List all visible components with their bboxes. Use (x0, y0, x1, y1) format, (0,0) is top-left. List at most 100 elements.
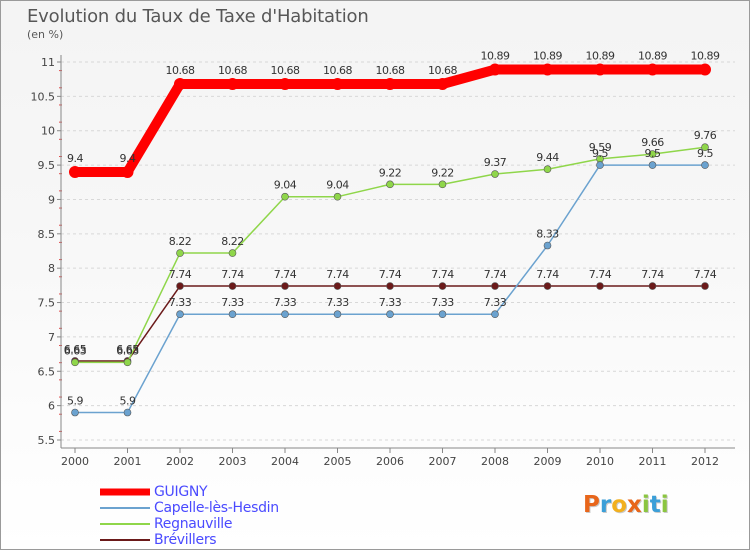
y-tick-label: 6 (48, 400, 55, 413)
data-label-guigny: 10.68 (271, 64, 300, 77)
logo-letter: t (649, 492, 661, 518)
x-tick-label: 2012 (691, 455, 719, 468)
data-label-regnauville: 9.66 (641, 136, 664, 149)
data-label-guigny: 10.89 (691, 50, 720, 63)
legend-label: GUIGNY (154, 484, 208, 500)
data-label-br-villers: 7.74 (326, 268, 349, 281)
logo-letter: o (611, 492, 628, 518)
data-point-guigny (594, 63, 606, 76)
grid-lines (61, 61, 735, 441)
data-label-br-villers: 7.74 (536, 268, 559, 281)
data-label-regnauville: 9.04 (326, 179, 349, 192)
data-label-br-villers: 6.65 (64, 343, 87, 356)
data-label-regnauville: 9.22 (379, 166, 402, 179)
y-tick-label: 10.5 (31, 90, 56, 103)
x-tick-label: 2001 (114, 455, 142, 468)
data-point-regnauville (228, 249, 237, 257)
x-tick-label: 2005 (324, 455, 352, 468)
data-label-capelle-l-s-hesdin: 9.5 (697, 147, 713, 160)
data-point-guigny (436, 77, 449, 90)
series-line-regnauville (75, 146, 706, 364)
data-label-br-villers: 7.74 (641, 268, 664, 281)
data-point-guigny (541, 63, 554, 76)
data-label-guigny: 10.68 (323, 64, 352, 77)
legend: GUIGNY Capelle-lès-Hesdin Regnauville Br… (100, 484, 279, 548)
data-point-capelle-l-s-hesdin (491, 310, 499, 319)
data-point-capelle-l-s-hesdin (333, 310, 342, 319)
data-label-br-villers: 7.74 (694, 268, 717, 281)
data-point-regnauville (123, 358, 132, 367)
x-tick-label: 2004 (271, 455, 299, 468)
data-point-guigny (69, 165, 81, 178)
data-point-regnauville (438, 180, 447, 189)
data-label-br-villers: 7.74 (484, 268, 507, 281)
data-label-capelle-l-s-hesdin: 7.33 (326, 296, 349, 309)
data-point-regnauville (491, 170, 499, 178)
data-point-br-villers (491, 282, 499, 290)
data-label-capelle-l-s-hesdin: 7.33 (379, 296, 402, 309)
data-point-regnauville (71, 358, 79, 367)
y-tick-label: 9 (48, 193, 55, 206)
data-label-capelle-l-s-hesdin: 7.33 (431, 296, 454, 309)
logo-letter: x (627, 492, 642, 518)
legend-label: Capelle-lès-Hesdin (154, 500, 279, 516)
data-point-regnauville (701, 143, 709, 152)
data-point-capelle-l-s-hesdin (176, 310, 184, 319)
data-point-br-villers (701, 282, 709, 290)
data-label-br-villers: 6.65 (116, 343, 139, 356)
x-tick-label: 2009 (534, 455, 562, 468)
data-point-br-villers (228, 282, 237, 290)
x-tick-label: 2003 (219, 455, 247, 468)
series-lines (69, 63, 711, 417)
data-point-guigny (384, 77, 396, 90)
x-tick-label: 2010 (586, 455, 614, 468)
data-point-regnauville (281, 192, 289, 201)
y-tick-label: 7 (48, 331, 55, 344)
data-labels: 6.65 6.65 7.74 7.74 7.74 7.74 7.74 7.74 7.74 7.74… (64, 50, 721, 408)
data-label-br-villers: 7.74 (431, 268, 454, 281)
x-tick-label: 2000 (61, 455, 89, 468)
legend-item-guigny: GUIGNY (100, 484, 279, 500)
data-point-br-villers (386, 282, 394, 290)
data-point-br-villers (438, 282, 447, 290)
data-label-guigny: 10.68 (218, 64, 247, 77)
data-point-guigny (489, 63, 501, 76)
data-label-capelle-l-s-hesdin: 7.33 (274, 296, 297, 309)
logo-letter: i (641, 492, 650, 518)
data-label-regnauville: 6.63 (64, 344, 87, 357)
y-tick-label: 5.5 (38, 434, 56, 447)
data-label-capelle-l-s-hesdin: 9.5 (592, 147, 608, 160)
data-label-regnauville: 6.63 (116, 344, 139, 357)
data-label-capelle-l-s-hesdin: 8.33 (536, 228, 559, 241)
x-tick-label: 2002 (166, 455, 194, 468)
data-label-regnauville: 9.22 (431, 166, 454, 179)
data-point-regnauville (386, 180, 394, 189)
y-tick-label: 7.5 (38, 297, 56, 310)
data-label-regnauville: 9.04 (274, 179, 297, 192)
data-point-regnauville (648, 150, 657, 158)
data-label-guigny: 10.68 (428, 64, 457, 77)
data-label-capelle-l-s-hesdin: 7.33 (169, 296, 192, 309)
data-point-br-villers (176, 282, 184, 290)
legend-label: Brévillers (154, 532, 217, 548)
data-label-regnauville: 9.76 (694, 129, 717, 142)
data-label-br-villers: 7.74 (169, 268, 192, 281)
data-label-guigny: 9.4 (67, 152, 83, 165)
data-label-regnauville: 9.37 (484, 156, 507, 169)
data-point-guigny (646, 63, 659, 76)
data-label-guigny: 10.68 (166, 64, 195, 77)
logo-letter: r (599, 492, 612, 518)
data-label-capelle-l-s-hesdin: 5.9 (67, 395, 83, 408)
data-label-guigny: 10.89 (638, 50, 667, 63)
data-label-regnauville: 8.22 (221, 235, 244, 248)
data-point-regnauville (543, 165, 552, 174)
data-label-br-villers: 7.74 (274, 268, 297, 281)
data-label-regnauville: 8.22 (169, 235, 192, 248)
data-point-capelle-l-s-hesdin (71, 408, 79, 417)
x-tick-label: 2008 (481, 455, 509, 468)
data-point-guigny (279, 77, 291, 90)
y-tick-label: 11 (41, 56, 55, 69)
y-tick-label: 6.5 (38, 365, 56, 378)
data-point-capelle-l-s-hesdin (386, 310, 394, 319)
